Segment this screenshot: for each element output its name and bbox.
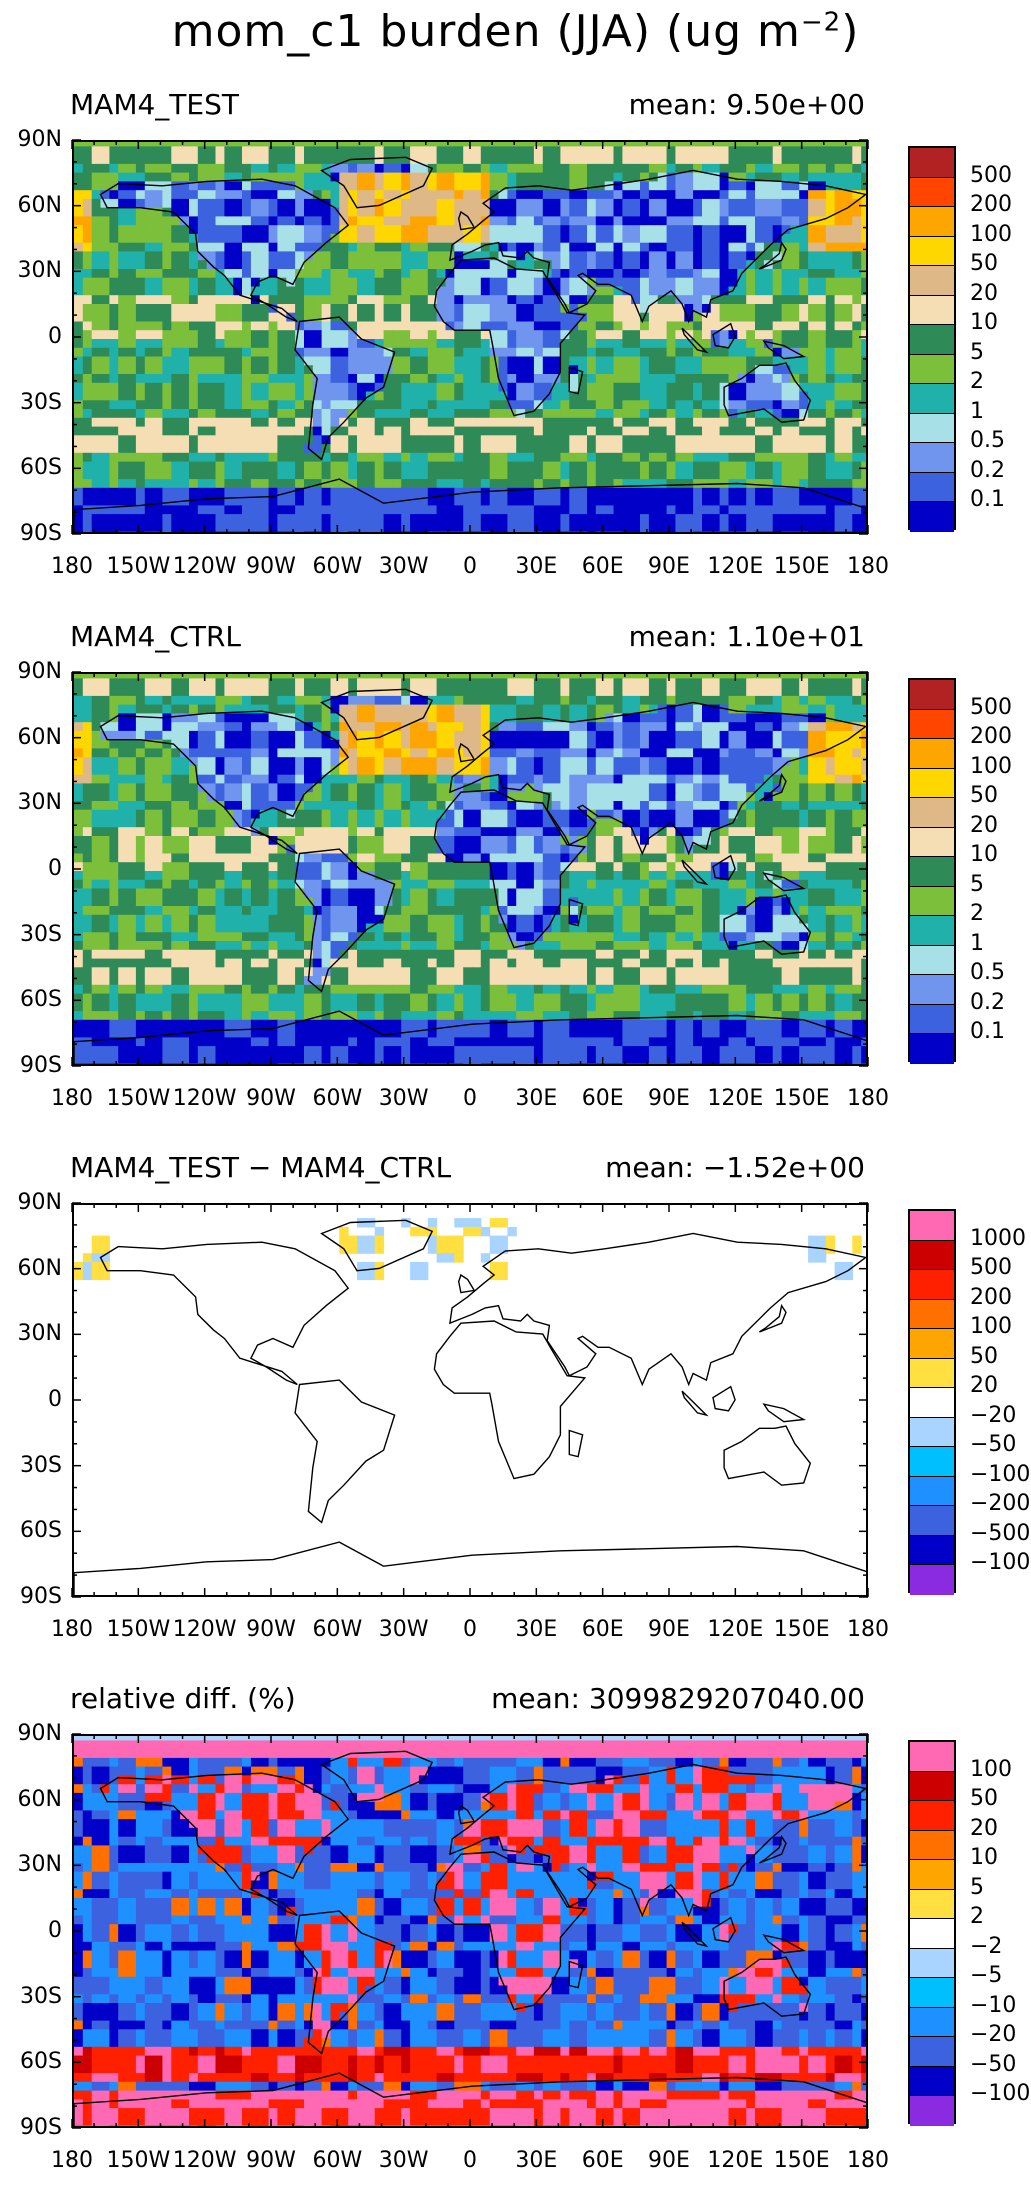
colorbar-swatch <box>910 443 954 473</box>
lon-tick-label: 150E <box>767 554 837 579</box>
colorbar-label: 10 <box>970 310 998 335</box>
colorbar-label: 200 <box>970 192 1012 217</box>
lon-tick-label: 90W <box>236 554 306 579</box>
lat-tick-label: 0 <box>0 324 62 349</box>
lon-tick-label: 60W <box>302 554 372 579</box>
colorbar-swatch <box>910 207 954 237</box>
colorbar-label: 500 <box>970 163 1012 188</box>
colorbar-swatch <box>910 296 954 326</box>
colorbar-swatch <box>910 178 954 208</box>
lat-tick-label: 90N <box>0 127 62 152</box>
colorbar-swatch <box>910 502 954 532</box>
lon-tick-label: 60E <box>568 554 638 579</box>
lon-tick-label: 120E <box>700 554 770 579</box>
figure-title: mom_c1 burden (JJA) (ug m−2) <box>0 6 1031 57</box>
lon-tick-label: 30W <box>369 554 439 579</box>
lon-tick-label: 120W <box>170 554 240 579</box>
lon-tick-label: 30E <box>501 554 571 579</box>
colorbar-label: 1 <box>970 399 984 424</box>
axis-ticks <box>0 80 1031 600</box>
lat-tick-label: 60N <box>0 193 62 218</box>
lat-tick-label: 30N <box>0 258 62 283</box>
lon-tick-label: 150W <box>103 554 173 579</box>
lat-tick-label: 30S <box>0 390 62 415</box>
colorbar-swatch <box>910 148 954 178</box>
colorbar-label: 50 <box>970 251 998 276</box>
colorbar-swatch <box>910 414 954 444</box>
colorbar-label: 5 <box>970 340 984 365</box>
colorbar-swatch <box>910 325 954 355</box>
colorbar-swatch <box>910 355 954 385</box>
colorbar-swatch <box>910 473 954 503</box>
colorbar-swatch <box>910 384 954 414</box>
colorbar-label: 0.5 <box>970 428 1005 453</box>
colorbar-swatch <box>910 266 954 296</box>
colorbar-label: 0.1 <box>970 487 1005 512</box>
lat-tick-label: 60S <box>0 455 62 480</box>
lon-tick-label: 180 <box>833 554 903 579</box>
colorbar <box>908 146 956 530</box>
colorbar-label: 100 <box>970 222 1012 247</box>
lat-tick-label: 90S <box>0 521 62 546</box>
lon-tick-label: 0 <box>435 554 505 579</box>
lon-tick-label: 180 <box>37 554 107 579</box>
colorbar-label: 0.2 <box>970 458 1005 483</box>
colorbar-swatch <box>910 237 954 267</box>
colorbar-label: 20 <box>970 281 998 306</box>
lon-tick-label: 90E <box>634 554 704 579</box>
colorbar-label: 2 <box>970 369 984 394</box>
